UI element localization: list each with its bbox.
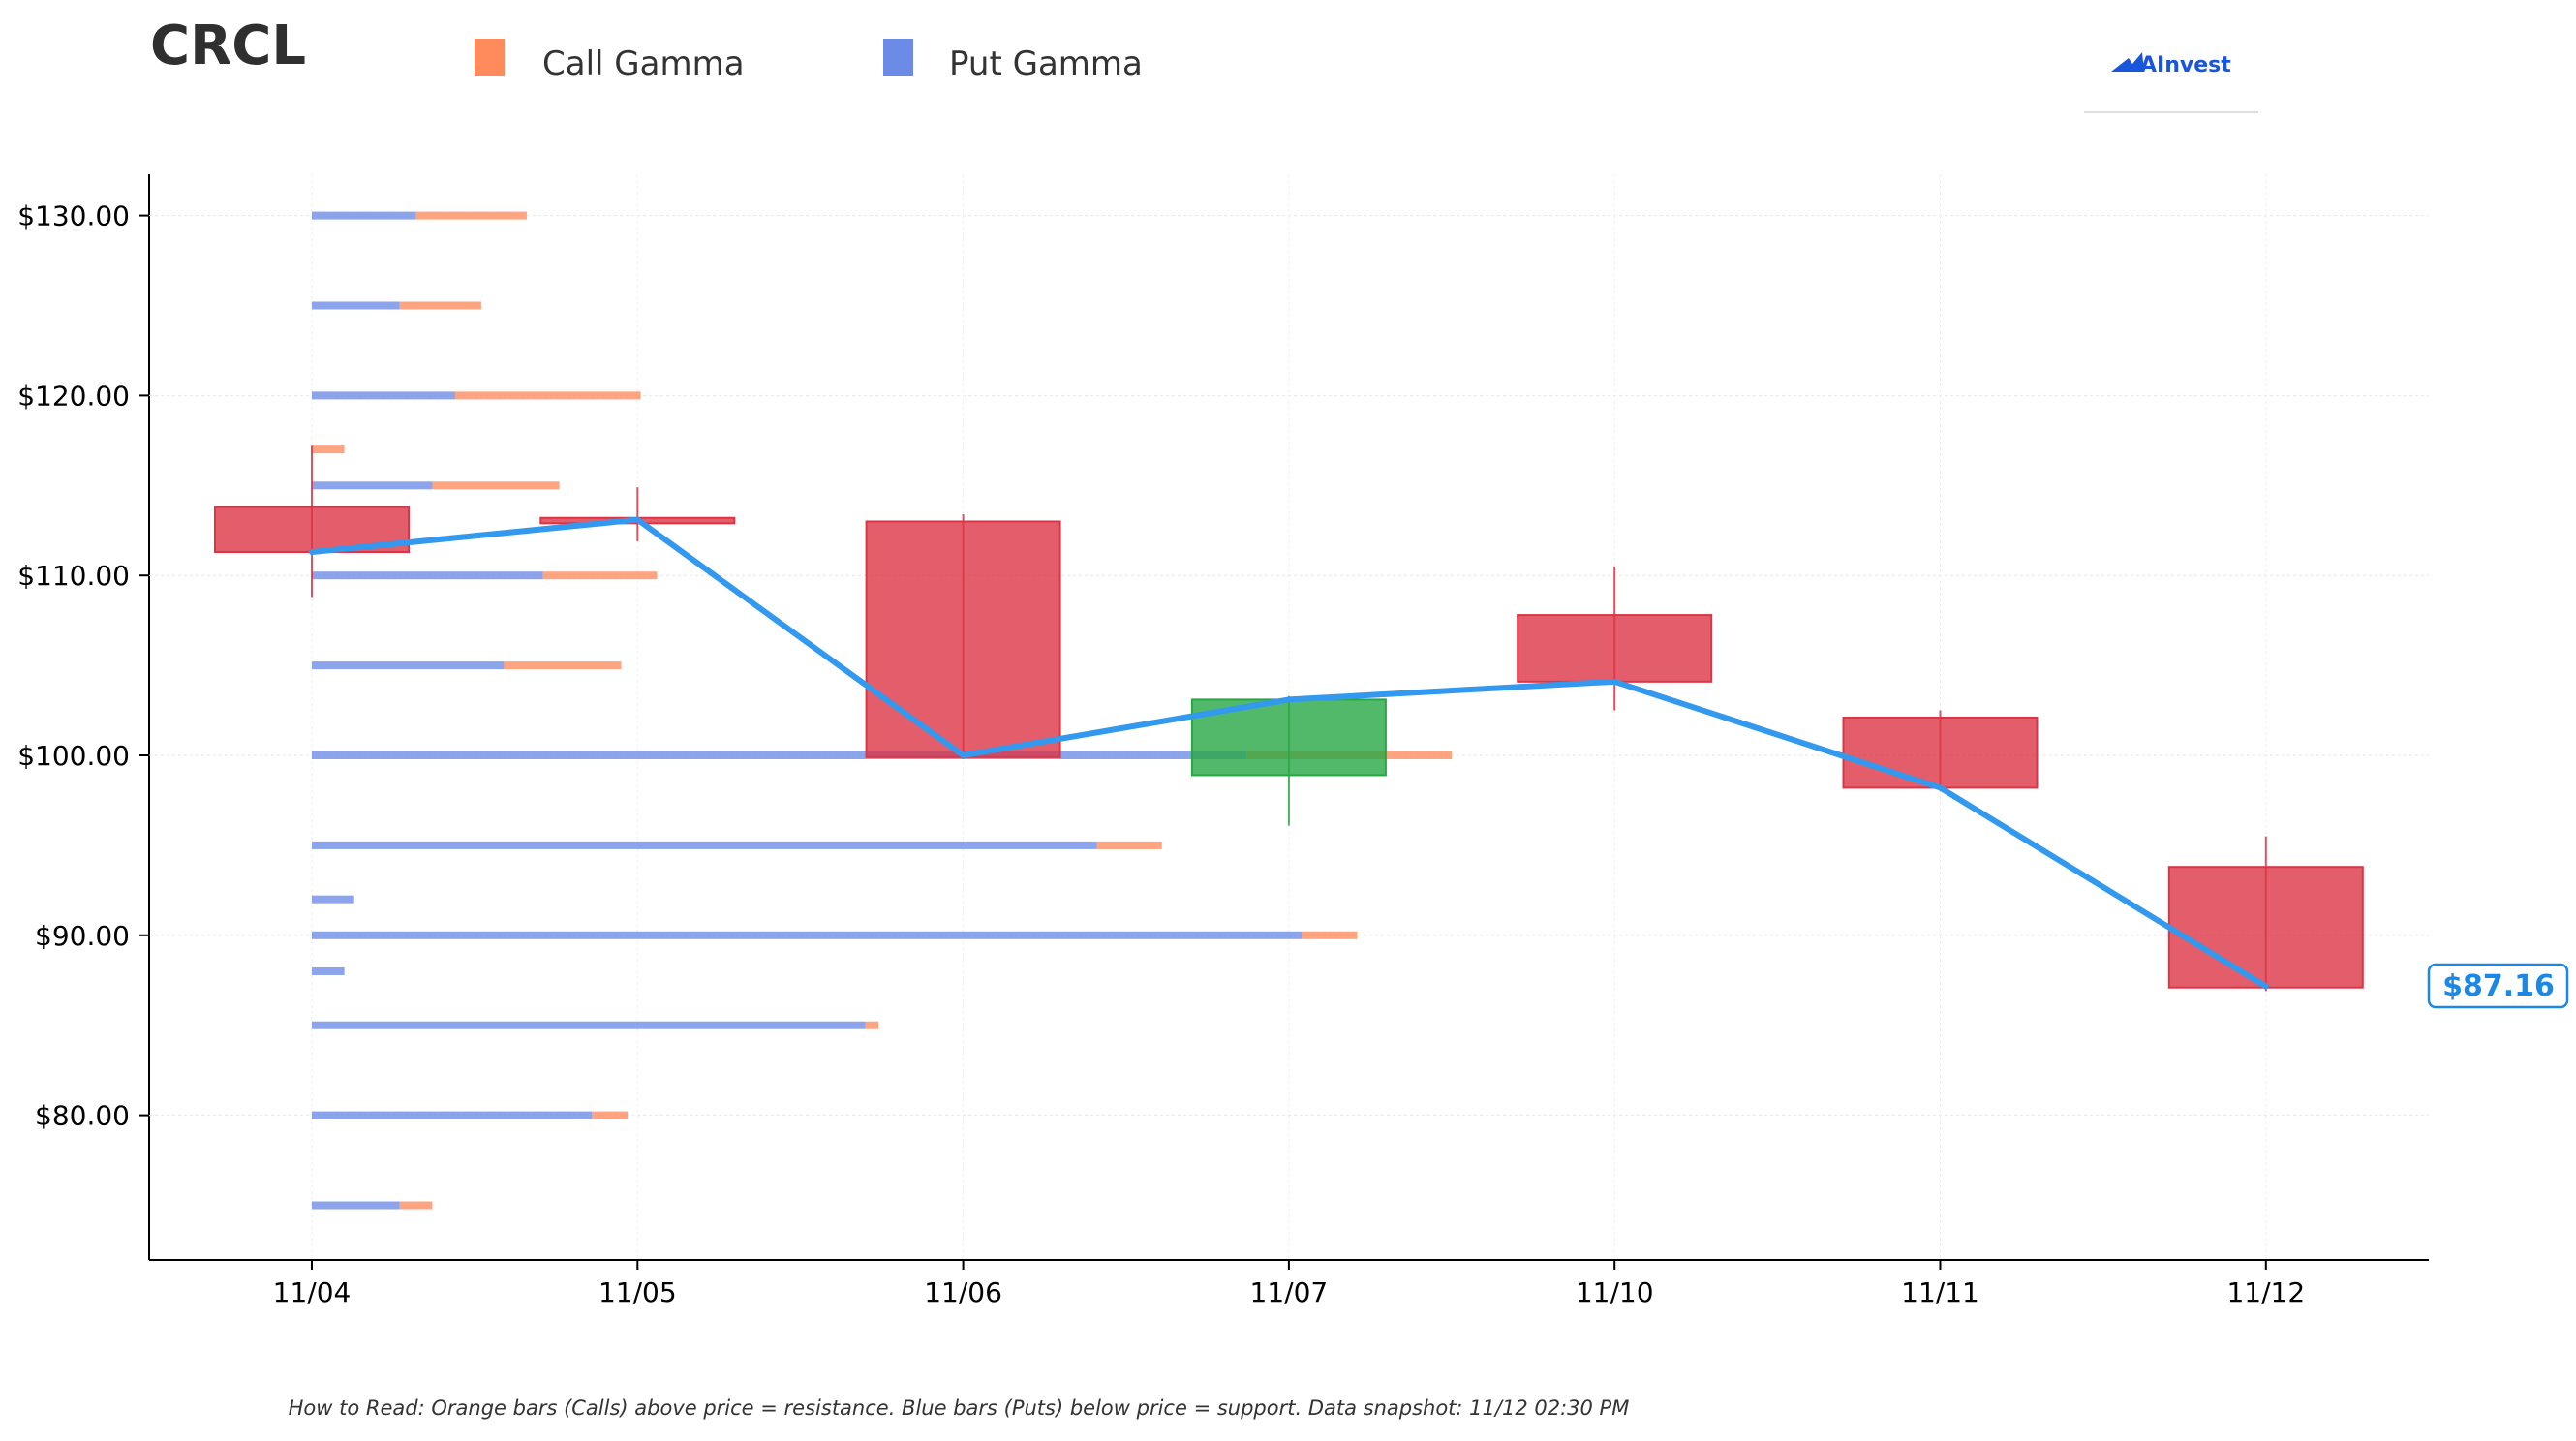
y-tick-label: $110.00 [17,560,130,592]
logo-arrow-icon [2111,52,2144,72]
call-gamma-bar [454,391,641,400]
chart-title: CRCL [150,15,306,77]
last-price-box [2427,963,2569,1009]
legend-put-label: Put Gamma [949,45,1143,83]
call-gamma-bar [399,1201,433,1210]
put-gamma-bar [312,211,416,220]
call-gamma-bar [504,661,622,670]
call-gamma-bar [1096,841,1162,849]
y-axis-ticks: $80.00 $90.00 $100.00 $110.00 $120.00 $130.00 [17,200,149,1132]
y-tick-label: $100.00 [17,740,130,772]
candle-body [1517,614,1713,683]
call-gamma-bar [1302,931,1358,939]
y-tick-label: $130.00 [17,200,130,232]
candle-body [1842,716,2039,789]
call-gamma-bar [865,1021,879,1029]
logo-text: AInvest [2140,53,2231,77]
put-gamma-bar [312,1021,866,1029]
x-tick-label: 11/05 [598,1276,677,1308]
ainvest-logo: AInvest [2084,52,2258,113]
put-gamma-bar [312,301,400,310]
footer-note: How to Read: Orange bars (Calls) above p… [289,1396,1630,1420]
x-tick-label: 11/11 [1901,1276,1979,1308]
put-gamma-bar [312,481,433,490]
call-gamma-bar [542,571,658,580]
price-line [309,516,2269,990]
last-price-tag: $87.16 [2427,963,2569,1009]
put-gamma-bar [312,931,1303,939]
put-gamma-bar [312,751,1247,759]
call-gamma-bar [592,1111,629,1119]
put-gamma-bar [312,1111,593,1119]
put-gamma-bar [312,966,345,975]
call-gamma-bar [432,481,560,490]
x-tick-label: 11/12 [2226,1276,2305,1308]
x-tick-label: 11/06 [924,1276,1002,1308]
legend-put-swatch [883,39,913,76]
y-tick-label: $80.00 [35,1100,130,1132]
call-gamma-bar [312,445,345,454]
x-tick-label: 11/10 [1576,1276,1654,1308]
x-axis-ticks: 11/04 11/05 11/06 11/07 11/10 11/11 11/12 [273,1260,2305,1308]
call-gamma-bar [399,301,481,310]
candle-body [865,520,1061,758]
put-gamma-bar [312,661,505,670]
legend-call-swatch [475,39,505,76]
x-tick-label: 11/04 [273,1276,352,1308]
x-tick-label: 11/07 [1250,1276,1329,1308]
y-tick-label: $90.00 [35,920,130,952]
put-gamma-bar [312,895,354,904]
price-line-layer [309,516,2269,990]
put-gamma-bar [312,571,543,580]
last-price-label: $87.16 [2442,969,2555,1003]
candle-body [2167,866,2364,989]
put-gamma-bar [312,841,1097,849]
y-tick-label: $120.00 [17,380,130,412]
call-gamma-bar [415,211,527,220]
put-gamma-bar [312,1201,400,1210]
put-gamma-bar [312,391,455,400]
legend-call-label: Call Gamma [542,45,745,83]
